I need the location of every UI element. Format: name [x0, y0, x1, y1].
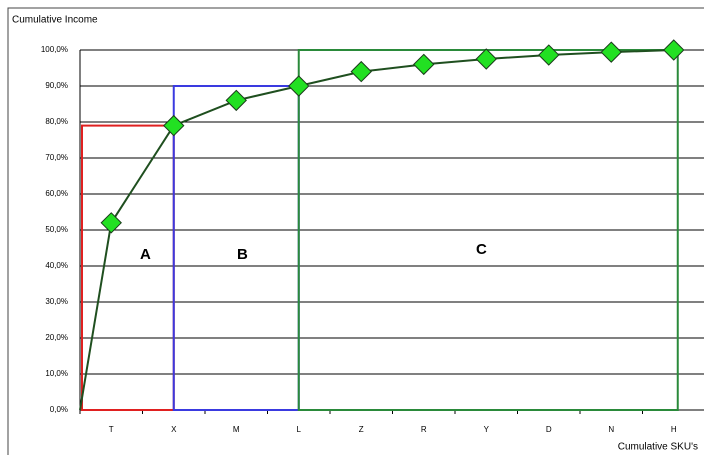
- data-point: [163, 114, 185, 137]
- class-box: [81, 124, 175, 411]
- y-tick-label: 90,0%: [45, 81, 68, 90]
- y-tick-label: 30,0%: [45, 297, 68, 306]
- data-point: [350, 60, 372, 83]
- x-tick-label: L: [297, 425, 302, 434]
- y-tick-label: 100,0%: [41, 45, 68, 54]
- y-tick-label: 50,0%: [45, 225, 68, 234]
- data-point: [475, 48, 497, 70]
- class-label: B: [237, 246, 248, 263]
- x-tick-label: X: [171, 425, 177, 434]
- y-tick-label: 70,0%: [45, 153, 68, 162]
- class-label: A: [140, 246, 151, 263]
- y-tick-label: 80,0%: [45, 117, 68, 126]
- x-tick-label: R: [421, 425, 427, 434]
- y-tick-label: 40,0%: [45, 261, 68, 270]
- x-tick-label: M: [233, 425, 240, 434]
- x-tick-label: T: [109, 425, 114, 434]
- data-point: [100, 212, 122, 234]
- data-point: [288, 75, 310, 97]
- data-point: [538, 44, 560, 66]
- x-tick-label: Z: [359, 425, 364, 434]
- data-point: [600, 41, 622, 63]
- y-tick-label: 20,0%: [45, 333, 68, 342]
- data-point: [225, 89, 247, 112]
- x-tick-label: H: [671, 425, 677, 434]
- class-label: C: [476, 241, 487, 258]
- x-axis-title: Cumulative SKU's: [618, 442, 698, 453]
- x-tick-label: D: [546, 425, 552, 434]
- y-axis-title: Cumulative Income: [12, 15, 98, 26]
- x-tick-label: N: [608, 425, 614, 434]
- y-tick-label: 10,0%: [45, 369, 68, 378]
- x-tick-label: Y: [484, 425, 490, 434]
- y-tick-label: 0,0%: [50, 405, 68, 414]
- class-box: [297, 49, 679, 411]
- data-point: [663, 39, 685, 61]
- y-tick-label: 60,0%: [45, 189, 68, 198]
- data-point: [413, 53, 435, 76]
- chart-frame: [7, 7, 704, 455]
